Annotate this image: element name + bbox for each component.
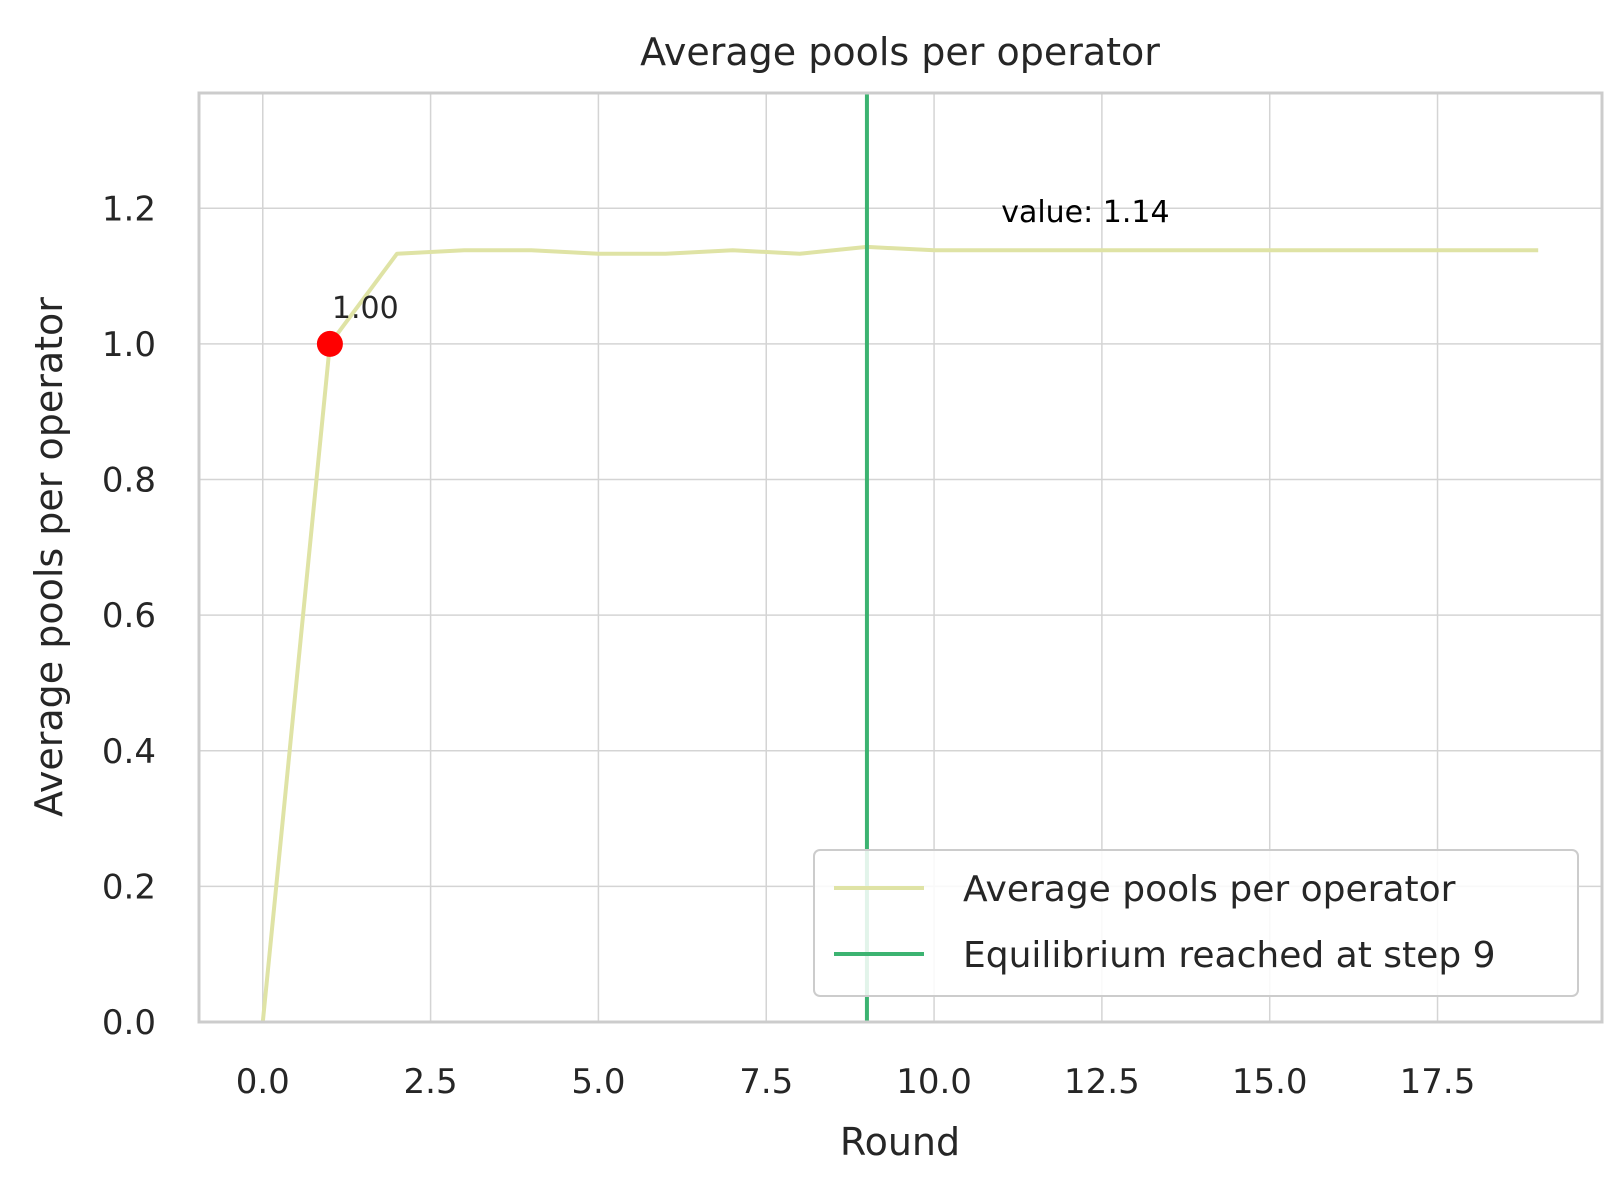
y-tick-label: 0.8 bbox=[102, 461, 156, 501]
tick-labels: 0.0 2.5 5.0 7.5 10.0 12.5 15.0 17.5 0.0 0.2 0.4 0.6… bbox=[102, 189, 1475, 1102]
y-tick-label: 0.6 bbox=[102, 596, 156, 636]
legend-label-equilibrium: Equilibrium reached at step 9 bbox=[963, 935, 1496, 976]
marker-value-label: 1.00 bbox=[332, 291, 399, 326]
highlight-marker bbox=[316, 330, 343, 357]
legend-box bbox=[813, 849, 1579, 997]
grid bbox=[199, 93, 1602, 1023]
y-tick-label: 0.4 bbox=[102, 732, 156, 772]
x-tick-label: 0.0 bbox=[236, 1062, 290, 1102]
chart-title: Average pools per operator bbox=[640, 30, 1160, 74]
x-tick-label: 5.0 bbox=[571, 1062, 625, 1102]
x-axis-label: Round bbox=[840, 1120, 960, 1164]
x-tick-label: 15.0 bbox=[1232, 1062, 1308, 1102]
x-tick-label: 7.5 bbox=[739, 1062, 793, 1102]
x-tick-label: 12.5 bbox=[1064, 1062, 1140, 1102]
x-tick-label: 10.0 bbox=[896, 1062, 972, 1102]
series-line bbox=[260, 244, 1539, 1023]
y-tick-label: 0.0 bbox=[102, 1003, 156, 1043]
y-tick-label: 1.2 bbox=[102, 189, 156, 229]
legend-label-average-pools: Average pools per operator bbox=[963, 869, 1456, 910]
y-tick-label: 1.0 bbox=[102, 325, 156, 365]
x-tick-label: 17.5 bbox=[1400, 1062, 1476, 1102]
y-axis-label: Average pools per operator bbox=[27, 297, 71, 817]
legend: Average pools per operator Equilibrium r… bbox=[813, 849, 1579, 997]
y-tick-label: 0.2 bbox=[102, 867, 156, 907]
value-annotation: value: 1.14 bbox=[1001, 195, 1169, 230]
x-tick-label: 2.5 bbox=[404, 1062, 458, 1102]
plot-area-frame bbox=[197, 91, 1604, 1024]
